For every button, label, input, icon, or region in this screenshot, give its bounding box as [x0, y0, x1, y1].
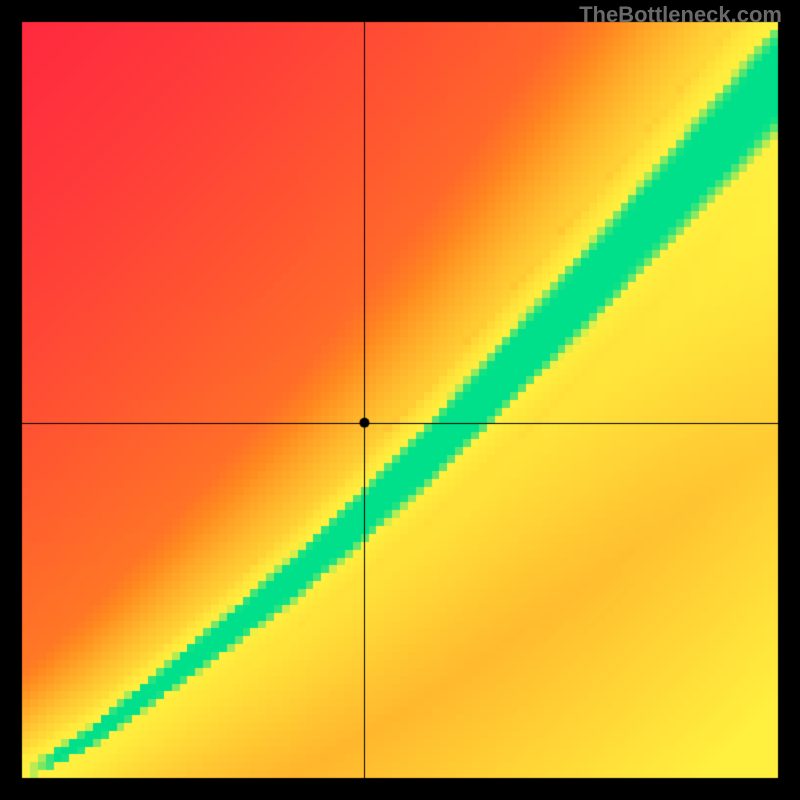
heatmap-canvas [0, 0, 800, 800]
chart-container: TheBottleneck.com [0, 0, 800, 800]
watermark-text: TheBottleneck.com [579, 2, 782, 28]
